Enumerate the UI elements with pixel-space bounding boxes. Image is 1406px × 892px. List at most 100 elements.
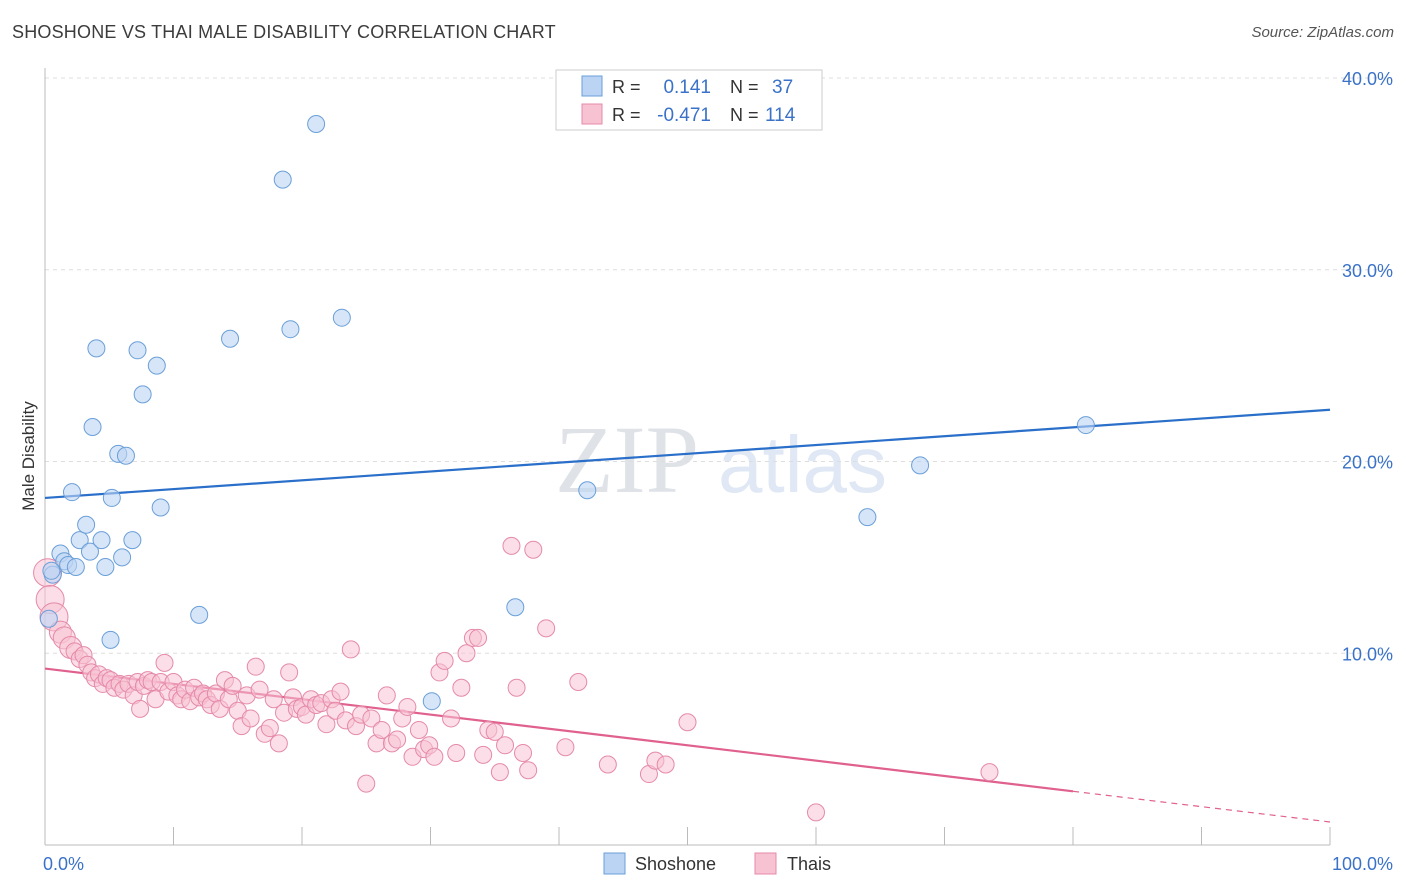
thais-point xyxy=(598,755,617,774)
shoshone-point xyxy=(77,515,96,534)
thais-point xyxy=(485,722,504,741)
y-tick-label: 40.0% xyxy=(1342,69,1393,89)
thais-point xyxy=(409,720,428,739)
legend-r-value-shoshone: 0.141 xyxy=(663,77,711,98)
thais-point xyxy=(357,774,376,793)
thais-trend-extension xyxy=(1072,790,1331,823)
shoshone-point xyxy=(80,542,99,561)
thais-point xyxy=(452,678,471,697)
source-label: Source: ZipAtlas.com xyxy=(1251,24,1394,41)
shoshone-point xyxy=(42,561,61,580)
thais-point xyxy=(377,686,396,705)
shoshone-point xyxy=(332,308,351,327)
series-legend: Shoshone Thais xyxy=(603,852,831,875)
thais-point xyxy=(341,640,360,659)
x-tick-labels: 0.0% 100.0% xyxy=(43,854,1393,874)
chart-title: SHOSHONE VS THAI MALE DISABILITY CORRELA… xyxy=(12,22,556,42)
thais-point xyxy=(514,743,533,762)
shoshone-points xyxy=(39,115,1095,711)
thais-point xyxy=(260,719,279,738)
shoshone-point xyxy=(101,630,120,649)
thais-point xyxy=(155,653,174,672)
thais-point xyxy=(131,699,150,718)
shoshone-point xyxy=(221,329,240,348)
shoshone-point xyxy=(92,531,111,550)
thais-point xyxy=(474,745,493,764)
thais-point xyxy=(537,619,556,638)
thais-point xyxy=(502,536,521,555)
shoshone-point xyxy=(39,609,58,628)
watermark-zip: ZIP xyxy=(555,406,699,513)
x-tick-label: 100.0% xyxy=(1332,854,1393,874)
bottom-legend-swatch-shoshone xyxy=(603,852,626,875)
legend-swatch-shoshone xyxy=(581,75,603,97)
shoshone-point xyxy=(116,446,135,465)
shoshone-point xyxy=(1076,416,1095,435)
legend-n-label-shoshone: N = xyxy=(730,77,759,97)
thais-point xyxy=(250,680,269,699)
shoshone-point xyxy=(281,320,300,339)
thais-point xyxy=(331,682,350,701)
thais-point xyxy=(524,540,543,559)
thais-point xyxy=(264,690,283,709)
thais-point xyxy=(372,720,391,739)
thais-point xyxy=(519,761,538,780)
thais-point xyxy=(469,628,488,647)
shoshone-point xyxy=(151,498,170,517)
bottom-legend-label-thais: Thais xyxy=(787,854,831,874)
bottom-legend-swatch-thais xyxy=(754,852,777,875)
legend-r-value-thais: -0.471 xyxy=(657,105,711,126)
y-tick-labels: 10.0% 20.0% 30.0% 40.0% xyxy=(1342,69,1393,664)
thais-point xyxy=(398,697,417,716)
thais-point xyxy=(435,651,454,670)
thais-point xyxy=(317,715,336,734)
shoshone-point xyxy=(113,548,132,567)
shoshone-point xyxy=(123,531,142,550)
grid-lines xyxy=(45,77,1392,654)
thais-point xyxy=(507,678,526,697)
thais-point xyxy=(246,657,265,676)
thais-point xyxy=(807,803,825,822)
legend-r-label-thais: R = xyxy=(612,105,641,125)
correlation-legend: R = 0.141 N = 37 R = -0.471 N = 114 xyxy=(555,69,823,131)
legend-n-value-thais: 114 xyxy=(765,105,796,126)
shoshone-point xyxy=(133,385,152,404)
watermark-atlas: atlas xyxy=(718,420,887,509)
legend-swatch-thais xyxy=(581,103,603,125)
shoshone-point xyxy=(83,417,102,436)
shoshone-point xyxy=(273,170,292,189)
thais-point xyxy=(447,743,466,762)
shoshone-point xyxy=(96,557,115,576)
shoshone-point xyxy=(70,531,89,550)
y-tick-label: 30.0% xyxy=(1342,261,1393,281)
thais-point xyxy=(280,663,299,682)
shoshone-point xyxy=(62,483,81,502)
shoshone-point xyxy=(307,115,326,134)
shoshone-point xyxy=(911,456,930,475)
thais-point xyxy=(556,738,575,757)
thais-point xyxy=(388,730,407,749)
shoshone-trend-line xyxy=(44,408,1331,500)
shoshone-point xyxy=(147,356,166,375)
y-tick-label: 20.0% xyxy=(1342,453,1393,473)
thais-point xyxy=(490,763,509,782)
legend-r-label-shoshone: R = xyxy=(612,77,641,97)
bottom-legend-label-shoshone: Shoshone xyxy=(635,854,716,874)
thais-point xyxy=(362,709,381,728)
shoshone-point xyxy=(578,481,597,500)
thais-point xyxy=(425,747,444,766)
thais-point xyxy=(980,763,999,782)
thais-point xyxy=(656,755,675,774)
shoshone-point xyxy=(102,488,121,507)
thais-point xyxy=(457,644,476,663)
shoshone-point xyxy=(190,605,209,624)
y-axis-label: Male Disability xyxy=(19,401,38,511)
thais-point xyxy=(496,736,515,755)
thais-point xyxy=(241,709,260,728)
shoshone-point xyxy=(506,598,525,617)
legend-n-value-shoshone: 37 xyxy=(772,77,793,98)
thais-point xyxy=(442,709,461,728)
thais-points xyxy=(33,536,999,822)
shoshone-point xyxy=(66,557,85,576)
